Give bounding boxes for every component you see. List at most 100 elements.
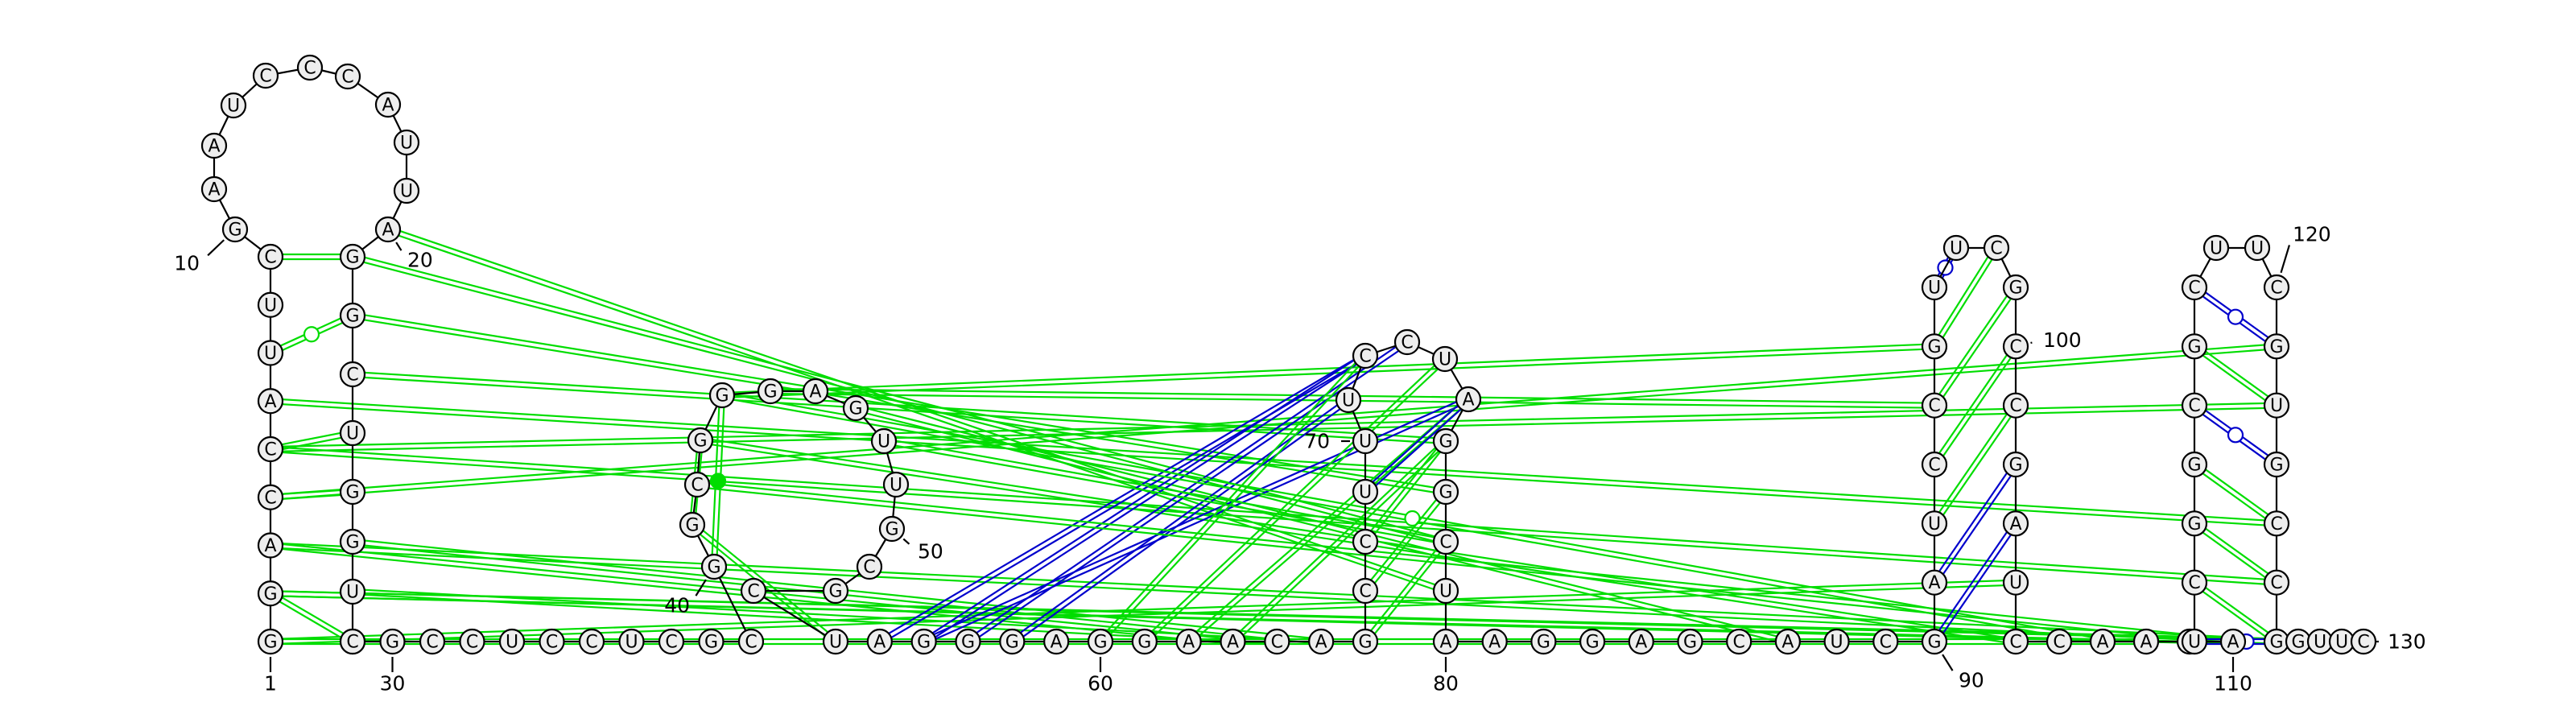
nucleotide-base: G <box>2291 633 2305 653</box>
nucleotide: C <box>339 361 366 388</box>
position-label: 40 <box>664 594 690 617</box>
nucleotide-base: G <box>885 520 898 540</box>
stem-pair-line <box>2195 580 2279 641</box>
nucleotide: A <box>1308 628 1335 655</box>
nucleotide-circle <box>339 528 366 555</box>
nucleotide: C <box>578 628 605 655</box>
nucleotide-base: A <box>2096 633 2108 653</box>
nucleotide-base: G <box>386 633 399 653</box>
nucleotide-circle <box>334 63 361 90</box>
nucleotide: U <box>1921 274 1948 301</box>
nucleotide: G <box>1921 333 1948 360</box>
nucleotide: C <box>257 484 284 510</box>
nucleotide-base: G <box>917 633 931 653</box>
nucleotide-base: C <box>665 633 677 653</box>
stem-pair-line <box>2195 461 2279 522</box>
nucleotide-circle <box>1921 392 1948 419</box>
nucleotide-base: C <box>1439 533 1451 553</box>
long-range-pair-line <box>270 542 2277 641</box>
nucleotide: U <box>2181 628 2208 655</box>
nucleotide-circle <box>1432 528 1459 555</box>
nucleotide-base: G <box>2008 456 2022 476</box>
nucleotide-circle <box>2219 628 2247 655</box>
nucleotide-base: G <box>1137 633 1151 653</box>
position-label: 120 <box>2293 223 2331 246</box>
nucleotide-base: U <box>829 633 842 653</box>
long-range-pair-line <box>270 398 2277 522</box>
stem-pair-line <box>270 590 355 641</box>
nucleotide-circle <box>2132 628 2160 655</box>
nucleotide: G <box>339 478 366 506</box>
nucleotide: C <box>459 628 485 655</box>
nucleotide-base: G <box>228 221 242 241</box>
nucleotide-circle <box>2002 451 2029 478</box>
nucleotide: C <box>2263 510 2290 537</box>
position-label: 130 <box>2388 630 2426 654</box>
nucleotide: C <box>257 243 284 270</box>
label-tick <box>2280 245 2290 274</box>
stem-pair-line <box>1935 249 2000 349</box>
nucleotide: U <box>257 340 284 366</box>
nucleotide-base: A <box>2227 633 2239 653</box>
nucleotide-circle <box>2181 274 2208 301</box>
long-range-pair-line <box>924 357 1368 645</box>
nucleotide-base: A <box>1635 633 1647 653</box>
nucleotide: A <box>1774 628 1801 655</box>
nucleotide: U <box>339 419 366 447</box>
nucleotide-circle <box>339 361 366 388</box>
nucleotide-base: C <box>1880 633 1892 653</box>
nucleotide-circle <box>1352 577 1379 605</box>
long-range-pair-line <box>722 348 1935 399</box>
nucleotide: C <box>339 628 366 655</box>
stem-pair-line <box>1362 489 1445 590</box>
nucleotide: A <box>2219 628 2247 655</box>
long-range-pair-line <box>1189 400 1471 645</box>
nucleotide-base: U <box>264 344 277 364</box>
nucleotide-circle <box>2181 510 2208 537</box>
nucleotide: C <box>2263 569 2290 596</box>
nucleotide-base: U <box>346 583 359 603</box>
nucleotide-base: U <box>1439 350 1451 370</box>
nucleotide: C <box>1352 577 1379 605</box>
long-range-pair-line <box>884 437 1447 541</box>
nucleotide-base: C <box>264 488 276 508</box>
nucleotide-circle <box>700 553 728 580</box>
nucleotide: C <box>2046 628 2073 655</box>
nucleotide-base: G <box>2269 456 2283 476</box>
nucleotide-circle <box>737 628 765 655</box>
nucleotide-circle <box>1921 274 1948 301</box>
nucleotide-circle <box>679 511 706 539</box>
nucleotide: C <box>539 628 565 655</box>
nucleotide: C <box>1921 451 1948 478</box>
nucleotide-circle <box>1774 628 1801 655</box>
nucleotide: C <box>1726 628 1752 655</box>
stem-pair-line <box>1363 396 1468 491</box>
nucleotide: A <box>1432 628 1459 655</box>
nucleotide: C <box>2181 569 2208 596</box>
long-range-pair-line <box>880 357 1368 645</box>
nucleotide-base: A <box>208 180 220 200</box>
nucleotide-base: G <box>1927 337 1941 357</box>
nucleotide-base: G <box>1683 633 1697 653</box>
nucleotide-base: U <box>1831 633 1843 653</box>
nucleotide-base: G <box>2008 279 2022 299</box>
stem-pair-line <box>2192 584 2276 645</box>
nucleotide-base: C <box>1359 582 1371 602</box>
nucleotide-circle <box>257 484 284 510</box>
nucleotide-base: C <box>546 633 558 653</box>
nucleotide-base: U <box>1950 239 1963 259</box>
nucleotide: G <box>339 243 366 270</box>
nucleotide: G <box>698 628 724 655</box>
nucleotide-circle <box>802 378 829 405</box>
nucleotide-circle <box>683 471 711 498</box>
stem-pair-line <box>1935 288 2019 407</box>
nucleotide-circle <box>2181 392 2208 419</box>
nucleotide-base: G <box>345 248 359 268</box>
nucleotide: G <box>1432 427 1459 455</box>
nucleotide: G <box>878 515 906 543</box>
nucleotide: G <box>257 580 284 607</box>
stem-pair-line <box>1931 246 1996 346</box>
nucleotide-base: A <box>1315 633 1327 653</box>
nucleotide: U <box>220 92 247 119</box>
label-tick <box>695 579 707 596</box>
